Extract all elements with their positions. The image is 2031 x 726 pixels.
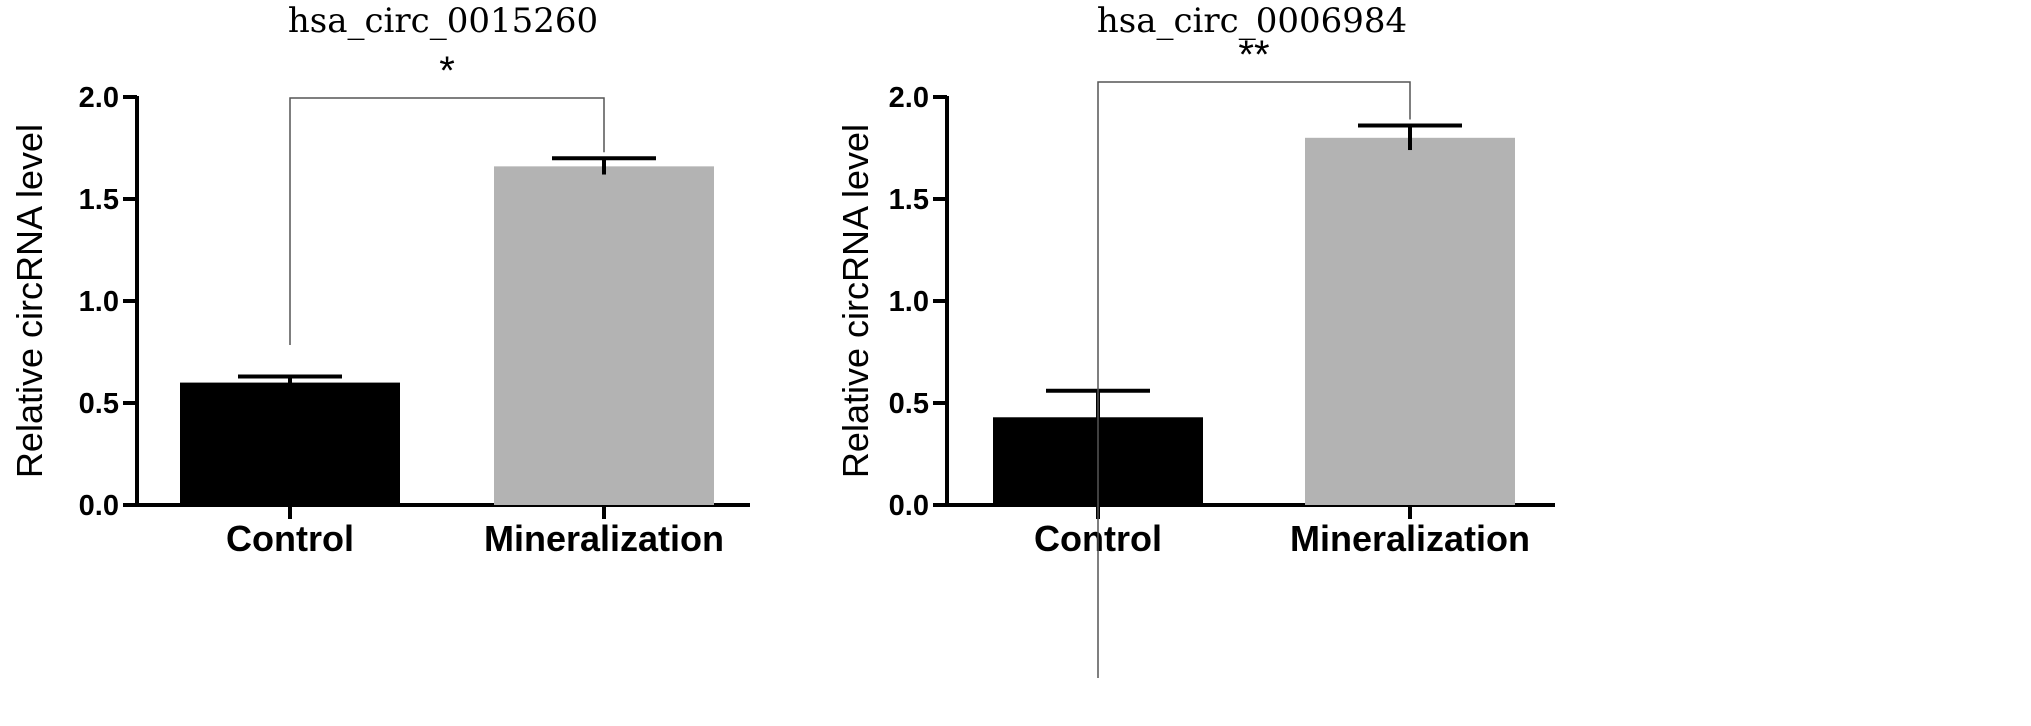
y-tick-label: 0.0 [889, 490, 929, 522]
y-tick-label: 0.5 [889, 388, 929, 420]
bar-mineralization [1305, 137, 1515, 506]
significance-bracket [1097, 81, 1411, 678]
chart-panel-right: hsa_circ_0006984 Relative circRNA level 0.… [835, 1, 1555, 678]
significance-bracket [289, 97, 605, 345]
y-tick-label: 2.0 [79, 82, 119, 114]
y-tick-label: 1.0 [889, 286, 929, 318]
x-tick-label: Mineralization [1290, 518, 1530, 559]
y-tick-label: 1.0 [79, 286, 119, 318]
y-tick-label: 1.5 [889, 184, 929, 216]
significance-label: ** [1238, 33, 1269, 77]
y-tick-label: 0.0 [79, 490, 119, 522]
x-tick-label: Control [226, 518, 354, 559]
x-tick-label: Mineralization [484, 518, 724, 559]
y-tick-label: 1.5 [79, 184, 119, 216]
y-tick-label: 0.5 [79, 388, 119, 420]
chart-panel-left: hsa_circ_0015260 Relative circRNA level 0.… [9, 1, 750, 559]
y-axis-label: Relative circRNA level [9, 124, 50, 478]
chart-title: hsa_circ_0015260 [288, 1, 598, 41]
bar-mineralization [494, 166, 714, 506]
significance-label: * [439, 49, 455, 93]
y-axis-label: Relative circRNA level [835, 124, 876, 478]
chart-title: hsa_circ_0006984 [1097, 1, 1407, 41]
y-tick-label: 2.0 [889, 82, 929, 114]
bar-control [180, 382, 400, 505]
